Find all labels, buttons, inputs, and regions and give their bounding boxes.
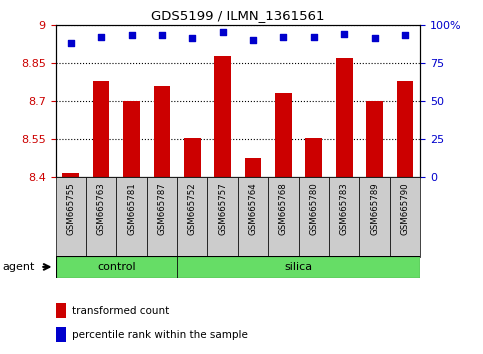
FancyBboxPatch shape	[390, 177, 420, 257]
Bar	[93, 81, 110, 177]
Point	[97, 34, 105, 40]
Point	[158, 33, 166, 38]
Point	[249, 37, 257, 43]
Text: percentile rank within the sample: percentile rank within the sample	[72, 330, 248, 339]
Bar	[62, 173, 79, 177]
FancyBboxPatch shape	[86, 177, 116, 257]
Bar	[123, 101, 140, 177]
FancyBboxPatch shape	[147, 177, 177, 257]
Point	[341, 31, 348, 37]
Bar	[56, 327, 67, 342]
FancyBboxPatch shape	[298, 177, 329, 257]
Bar	[245, 158, 261, 177]
Text: GSM665783: GSM665783	[340, 183, 349, 235]
Point	[310, 34, 318, 40]
Text: GSM665757: GSM665757	[218, 183, 227, 235]
Bar	[154, 86, 170, 177]
Text: control: control	[97, 262, 136, 272]
Bar	[214, 57, 231, 177]
Text: GSM665763: GSM665763	[97, 183, 106, 235]
Bar	[184, 138, 200, 177]
FancyBboxPatch shape	[238, 177, 268, 257]
Bar	[366, 101, 383, 177]
Point	[401, 33, 409, 38]
Point	[371, 36, 379, 41]
FancyBboxPatch shape	[56, 256, 177, 278]
Title: GDS5199 / ILMN_1361561: GDS5199 / ILMN_1361561	[151, 9, 325, 22]
Text: silica: silica	[284, 262, 313, 272]
Text: transformed count: transformed count	[72, 306, 169, 316]
Text: GSM665781: GSM665781	[127, 183, 136, 235]
Text: GSM665752: GSM665752	[188, 183, 197, 235]
FancyBboxPatch shape	[329, 177, 359, 257]
Point	[67, 40, 74, 46]
Point	[128, 33, 135, 38]
Text: GSM665789: GSM665789	[370, 183, 379, 235]
Text: GSM665768: GSM665768	[279, 183, 288, 235]
Text: GSM665755: GSM665755	[66, 183, 75, 235]
Bar	[275, 93, 292, 177]
Point	[188, 36, 196, 41]
FancyBboxPatch shape	[116, 177, 147, 257]
Text: GSM665787: GSM665787	[157, 183, 167, 235]
Bar	[397, 81, 413, 177]
FancyBboxPatch shape	[268, 177, 298, 257]
FancyBboxPatch shape	[208, 177, 238, 257]
FancyBboxPatch shape	[359, 177, 390, 257]
Point	[280, 34, 287, 40]
Text: GSM665764: GSM665764	[249, 183, 257, 235]
FancyBboxPatch shape	[177, 177, 208, 257]
FancyBboxPatch shape	[177, 256, 420, 278]
Bar	[305, 138, 322, 177]
Text: agent: agent	[2, 262, 35, 272]
Text: GSM665790: GSM665790	[400, 183, 410, 235]
Point	[219, 30, 227, 35]
Bar	[56, 303, 67, 318]
FancyBboxPatch shape	[56, 177, 86, 257]
Text: GSM665780: GSM665780	[309, 183, 318, 235]
Bar	[336, 58, 353, 177]
